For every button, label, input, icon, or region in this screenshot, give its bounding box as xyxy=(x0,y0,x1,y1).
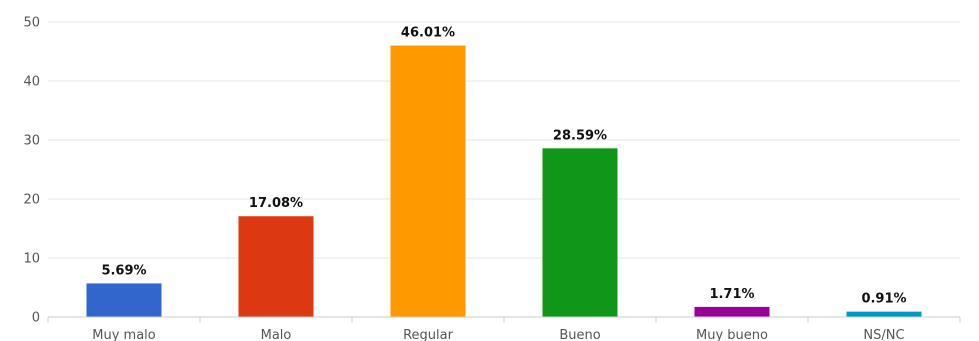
bar-regular xyxy=(390,45,466,317)
bar-muy-bueno xyxy=(694,306,770,317)
axis-layer: 0 10 20 30 40 50 Muy malo Malo Regular Bueno Muy b… xyxy=(23,16,961,341)
x-tick-label: Regular xyxy=(403,328,454,341)
y-tick-label: 0 xyxy=(32,311,40,326)
bar-muy-malo xyxy=(86,283,162,317)
x-tick-label: Muy bueno xyxy=(696,328,768,341)
y-tick-label: 20 xyxy=(23,193,40,208)
data-label: 46.01% xyxy=(401,26,455,41)
x-tick-label: Malo xyxy=(261,328,292,341)
y-tick-label: 30 xyxy=(23,134,40,149)
data-labels-layer: 5.69% 17.08% 46.01% 28.59% 1.71% 0.91% xyxy=(101,26,906,307)
bars-layer xyxy=(86,45,922,317)
bar-malo xyxy=(238,216,314,317)
data-label: 28.59% xyxy=(553,128,607,143)
y-tick-label: 50 xyxy=(23,16,40,31)
x-tick-label: Bueno xyxy=(559,328,600,341)
data-label: 0.91% xyxy=(861,292,906,307)
data-label: 17.08% xyxy=(249,196,303,211)
y-tick-label: 10 xyxy=(23,252,40,267)
data-label: 1.71% xyxy=(709,287,754,302)
x-tick-label: NS/NC xyxy=(863,328,904,341)
x-tick-label: Muy malo xyxy=(92,328,156,341)
bar-ns-nc xyxy=(846,311,922,317)
data-label: 5.69% xyxy=(101,263,146,278)
grid-layer xyxy=(48,21,960,259)
y-tick-label: 40 xyxy=(23,75,40,90)
bar-bueno xyxy=(542,148,618,317)
